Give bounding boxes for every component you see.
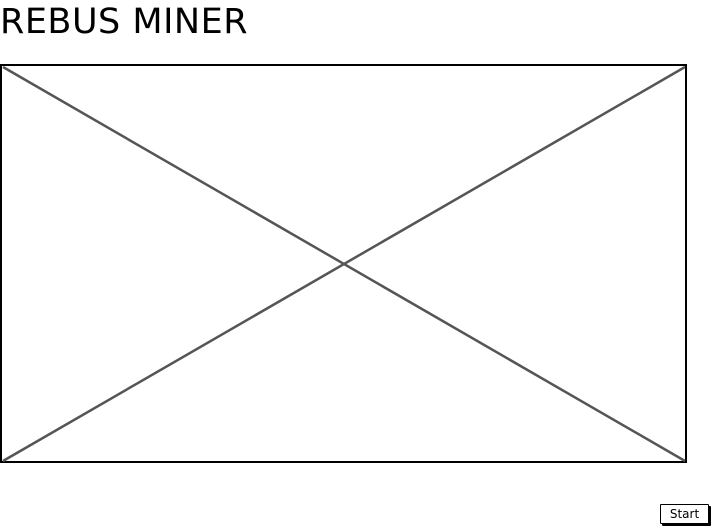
page-title: REBUS MINER	[0, 2, 249, 42]
placeholder-diagonal-2	[2, 65, 686, 463]
image-placeholder-icon	[0, 64, 687, 463]
image-placeholder	[0, 64, 688, 464]
start-button[interactable]: Start	[660, 504, 709, 524]
